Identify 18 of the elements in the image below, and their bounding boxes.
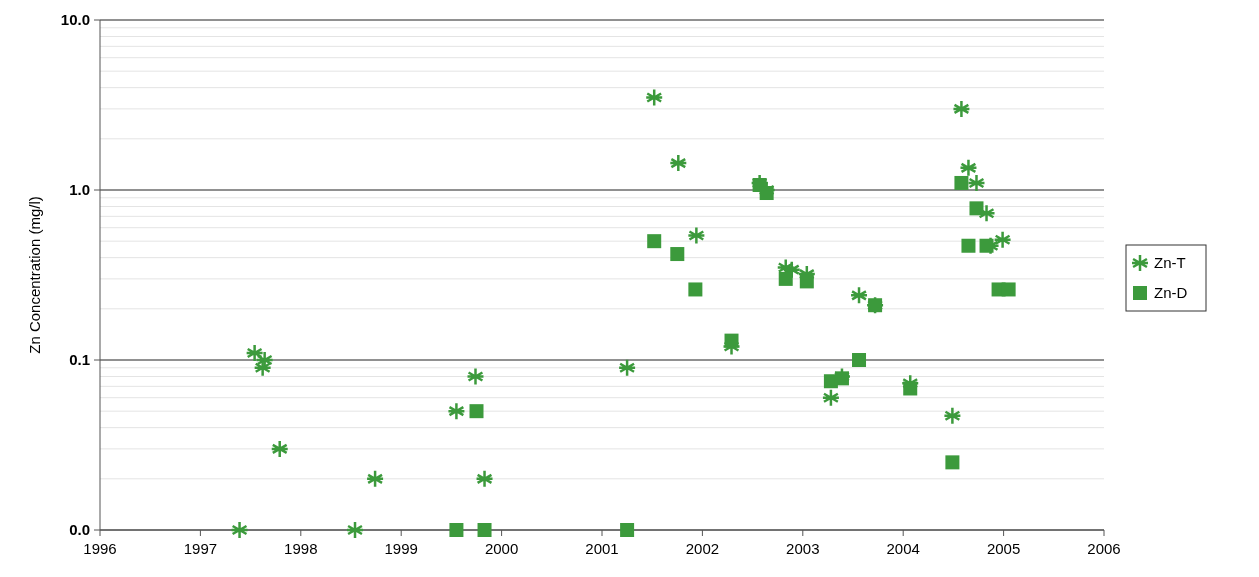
x-tick-label: 2003 — [786, 540, 820, 557]
y-tick-label: 0.1 — [69, 351, 90, 368]
x-tick-label: 2002 — [685, 540, 720, 557]
y-tick-label: 0.0 — [69, 521, 90, 538]
x-tick-label: 1998 — [284, 540, 318, 557]
x-tick-label: 2004 — [886, 540, 920, 557]
legend-label: Zn-T — [1154, 254, 1186, 271]
y-tick-label: 1.0 — [69, 181, 90, 198]
y-axis-title: Zn Concentration (mg/l) — [26, 196, 43, 354]
y-tick-label: 10.0 — [60, 11, 90, 28]
x-tick-label: 1999 — [384, 540, 418, 557]
x-tick-label: 2000 — [484, 540, 519, 557]
legend-label: Zn-D — [1154, 284, 1188, 301]
x-tick-label: 1997 — [183, 540, 218, 557]
x-tick-label: 2006 — [1087, 540, 1121, 557]
x-tick-label: 1996 — [83, 540, 117, 557]
x-tick-label: 2001 — [585, 540, 619, 557]
x-tick-label: 2005 — [986, 540, 1021, 557]
